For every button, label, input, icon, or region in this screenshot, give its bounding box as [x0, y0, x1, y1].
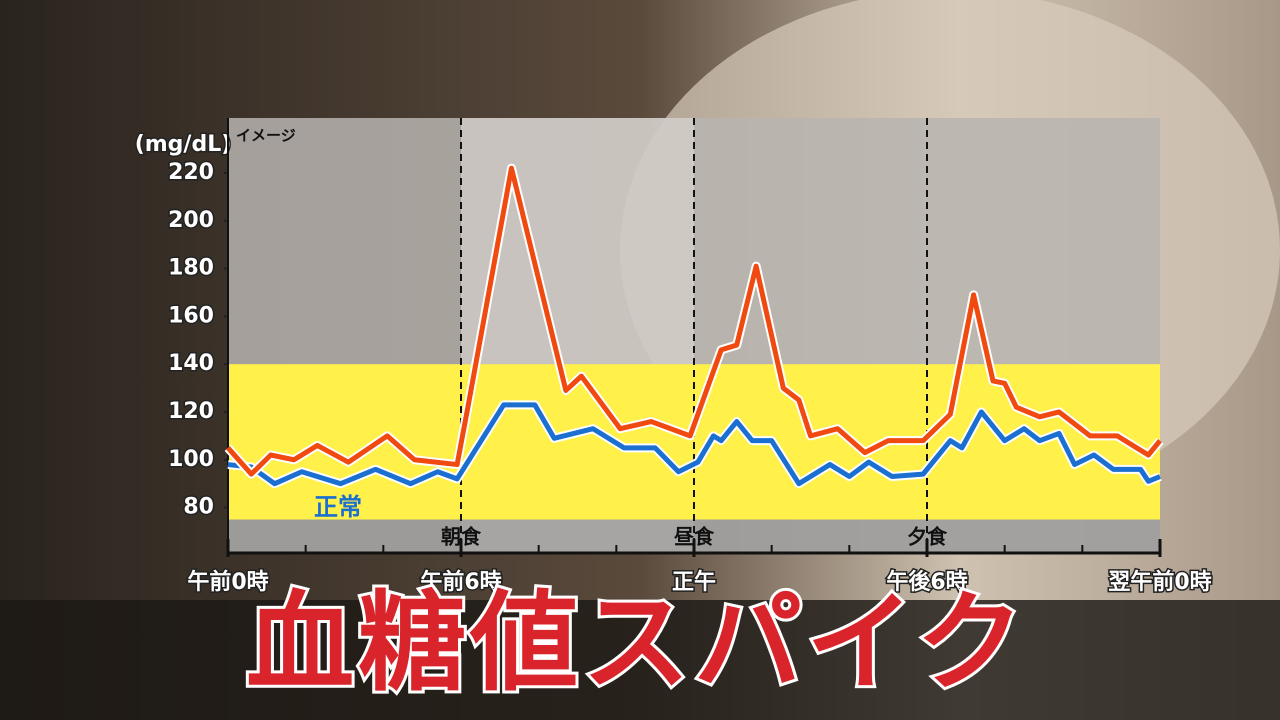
y-axis-unit: (mg/dL) — [135, 132, 232, 157]
y-tick-label: 140 — [168, 351, 214, 376]
subtitle: イメージ — [236, 127, 296, 145]
y-tick-label: 220 — [168, 160, 214, 185]
x-tick-label: 午前6時 — [420, 569, 501, 595]
line — [226, 165, 1162, 477]
line — [227, 402, 1161, 487]
y-tick-label: 100 — [168, 447, 214, 472]
legend-label: 正常 — [314, 493, 362, 521]
title: 血糖値スパイク — [246, 581, 1028, 706]
background-shade — [0, 600, 1280, 720]
x-tick-label: 午後6時 — [886, 569, 967, 595]
y-tick-label: 80 — [183, 495, 214, 520]
y-tick-label: 120 — [168, 399, 214, 424]
y-tick-label: 180 — [168, 256, 214, 281]
x-tick-label: 翌午前0時 — [1108, 569, 1211, 595]
x-tick-label: 午前0時 — [187, 569, 268, 595]
y-tick-label: 200 — [168, 208, 214, 233]
x-tick-label: 正午 — [672, 569, 716, 595]
y-tick-label: 160 — [168, 303, 214, 328]
